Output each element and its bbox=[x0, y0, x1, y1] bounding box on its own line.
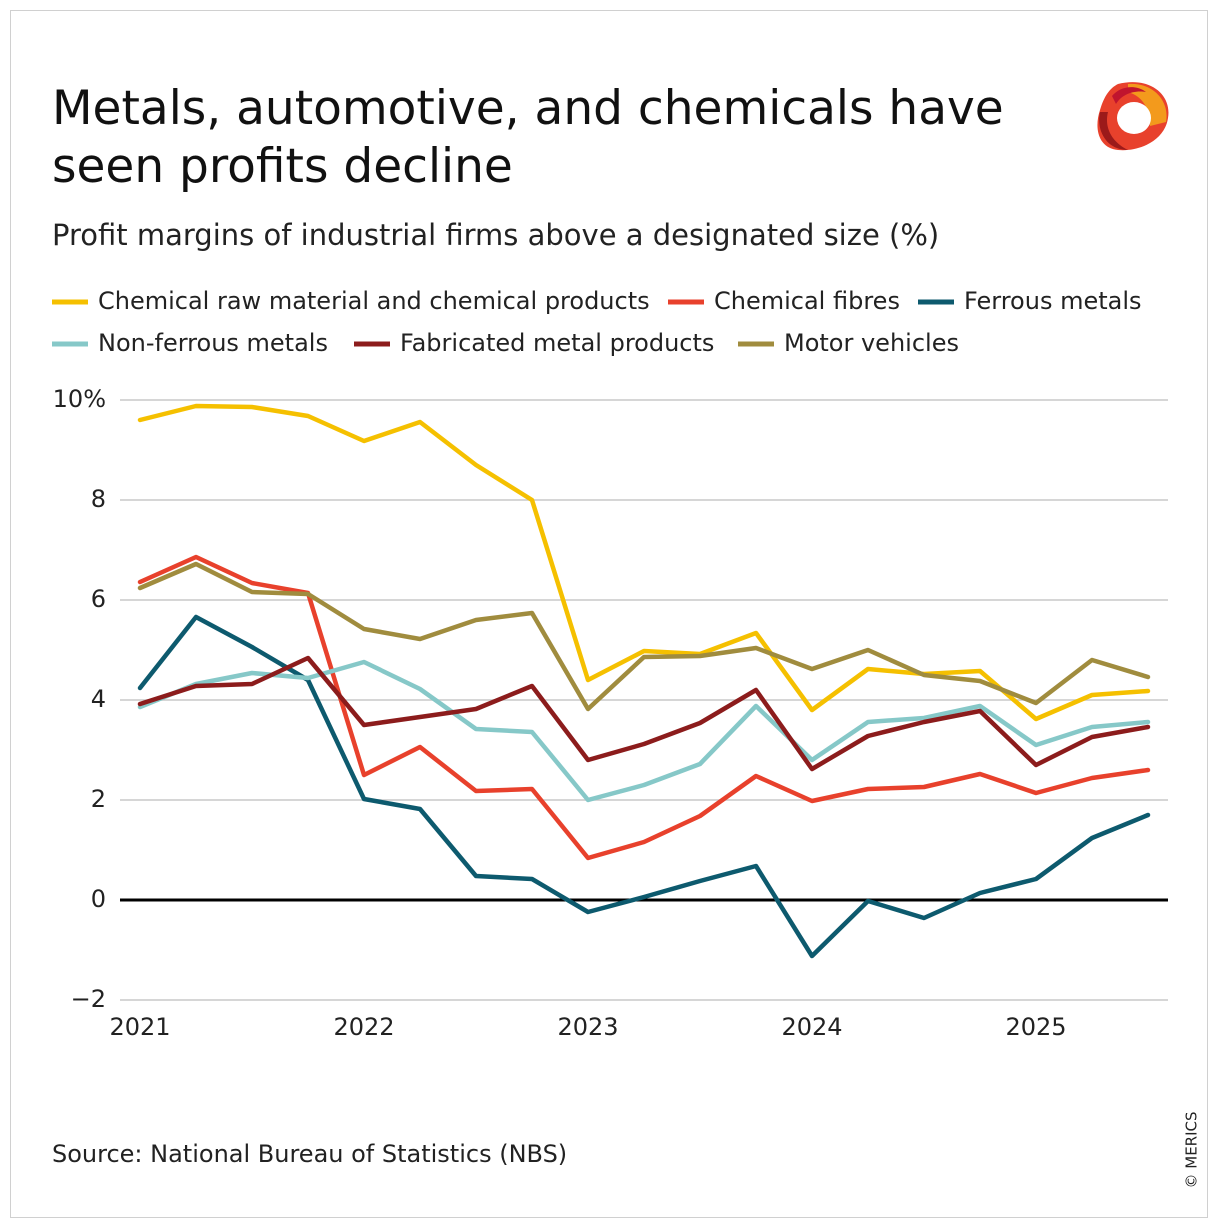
chart-title: Metals, automotive, and chemicals have s… bbox=[52, 81, 1004, 194]
series-line bbox=[137, 659, 1151, 803]
source-note: Source: National Bureau of Statistics (N… bbox=[52, 1140, 568, 1168]
x-tick-label: 2024 bbox=[781, 1013, 842, 1041]
y-tick-label: 8 bbox=[91, 485, 106, 513]
series-line bbox=[137, 554, 1151, 861]
x-tick-label: 2025 bbox=[1005, 1013, 1066, 1041]
y-tick-label: 2 bbox=[91, 785, 106, 813]
chart-subtitle: Profit margins of industrial firms above… bbox=[52, 218, 940, 252]
legend-label: Fabricated metal products bbox=[400, 329, 714, 357]
series-line bbox=[137, 403, 1151, 722]
y-tick-label: 4 bbox=[91, 685, 106, 713]
legend-label: Non-ferrous metals bbox=[98, 329, 328, 357]
series-line bbox=[137, 655, 1151, 772]
legend-label: Motor vehicles bbox=[784, 329, 959, 357]
legend-label: Ferrous metals bbox=[964, 287, 1142, 315]
y-tick-label: 0 bbox=[91, 885, 106, 913]
frame-border bbox=[10, 10, 1208, 1218]
x-tick-label: 2022 bbox=[333, 1013, 394, 1041]
logo bbox=[1097, 82, 1169, 151]
legend-label: Chemical fibres bbox=[714, 287, 900, 315]
x-tick-label: 2023 bbox=[557, 1013, 618, 1041]
y-tick-label: 10% bbox=[53, 385, 106, 413]
credit: © MERICS bbox=[1183, 1111, 1201, 1188]
legend-label: Chemical raw material and chemical produ… bbox=[98, 287, 650, 315]
series-line bbox=[137, 561, 1151, 712]
y-tick-label: 6 bbox=[91, 585, 106, 613]
y-tick-label: −2 bbox=[71, 985, 106, 1013]
x-tick-label: 2021 bbox=[109, 1013, 170, 1041]
